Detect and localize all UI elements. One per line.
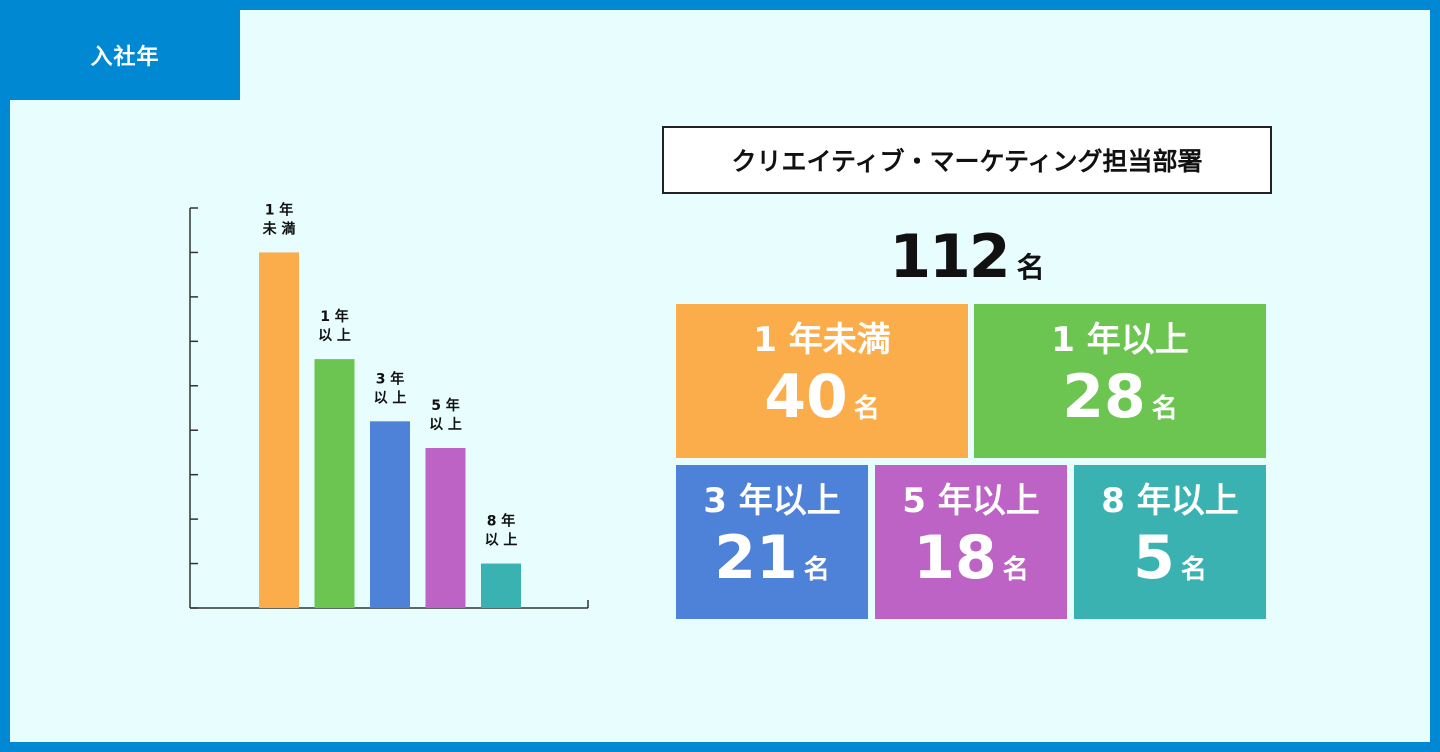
- tile-value: 21: [714, 523, 798, 593]
- department-title: クリエイティブ・マーケティング担当部署: [662, 126, 1272, 194]
- bar-label: 8 年: [487, 513, 516, 530]
- bar: [259, 252, 299, 608]
- bar: [314, 359, 355, 608]
- total-count: 112 名: [662, 222, 1272, 292]
- bar: [425, 448, 466, 608]
- total-value: 112: [889, 222, 1010, 292]
- tile-value: 5: [1133, 523, 1175, 593]
- tile-value: 40: [764, 362, 848, 432]
- bar-label: 5 年: [431, 397, 460, 414]
- bar-label: 以 上: [485, 533, 518, 549]
- tile-3-years-plus: 3 年以上 21 名: [676, 465, 868, 619]
- tile-category: 3 年以上: [703, 481, 841, 521]
- tile-value: 28: [1062, 362, 1146, 432]
- tile-value-row: 40 名: [764, 364, 880, 442]
- tile-category: 5 年以上: [902, 481, 1040, 521]
- bar-label: 1 年: [265, 201, 294, 218]
- tile-unit: 名: [853, 394, 880, 424]
- tile-unit: 名: [803, 555, 830, 585]
- tile-value-row: 28 名: [1062, 364, 1178, 442]
- tile-category: 1 年以上: [1051, 320, 1189, 360]
- tile-5-years-plus: 5 年以上 18 名: [875, 465, 1067, 619]
- tile-unit: 名: [1180, 555, 1207, 585]
- tile-1-year-plus: 1 年以上 28 名: [974, 304, 1266, 458]
- section-tag: 入社年: [10, 10, 240, 100]
- bar-label: 1 年: [320, 308, 349, 325]
- tile-under-1-year: 1 年未満 40 名: [676, 304, 968, 458]
- tile-value-row: 21 名: [714, 525, 830, 603]
- bar-label: 以 上: [318, 328, 351, 344]
- tile-value-row: 18 名: [913, 525, 1029, 603]
- tile-unit: 名: [1151, 394, 1178, 424]
- tile-value: 18: [913, 523, 997, 593]
- bar: [370, 421, 410, 608]
- bar-label: 以 上: [429, 417, 462, 433]
- bar-label: 未 満: [263, 220, 296, 237]
- tile-category: 8 年以上: [1101, 481, 1239, 521]
- total-unit: 名: [1016, 251, 1045, 284]
- bar-label: 3 年: [376, 370, 405, 387]
- bar-label: 以 上: [374, 390, 407, 406]
- bar: [481, 563, 521, 608]
- tile-unit: 名: [1002, 555, 1029, 585]
- tile-category: 1 年未満: [753, 320, 891, 360]
